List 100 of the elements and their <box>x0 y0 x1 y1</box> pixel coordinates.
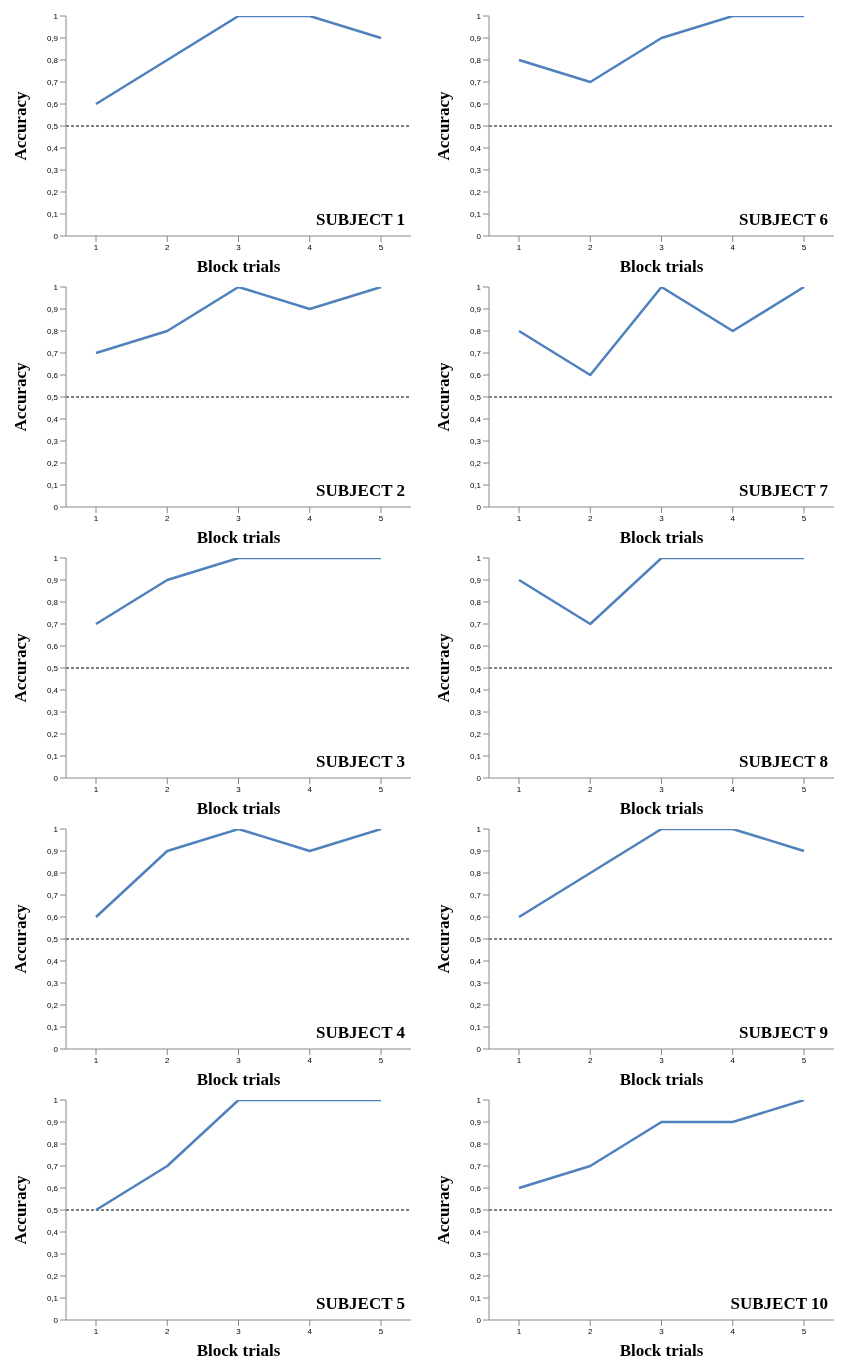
y-axis-title: Accuracy <box>434 904 454 974</box>
y-tick-label: 0,3 <box>46 707 59 717</box>
y-tick-label: 1 <box>53 553 59 563</box>
y-tick-label: 0 <box>53 1315 59 1325</box>
y-tick-label: 0,8 <box>469 597 482 607</box>
y-tick-label: 0,6 <box>469 641 482 651</box>
y-tick-label: 0,8 <box>46 1139 59 1149</box>
x-tick-label: 3 <box>236 242 242 252</box>
y-tick-label: 0,2 <box>46 729 59 739</box>
x-tick-label: 1 <box>516 513 522 523</box>
y-tick-label: 0,1 <box>469 480 482 490</box>
y-tick-label: 0 <box>476 502 482 512</box>
x-axis-title: Block trials <box>196 257 281 276</box>
y-tick-label: 0,4 <box>469 414 482 424</box>
y-tick-label: 1 <box>476 1095 482 1105</box>
x-tick-label: 4 <box>307 513 313 523</box>
y-tick-label: 0,9 <box>469 846 482 856</box>
y-tick-label: 0,2 <box>46 1000 59 1010</box>
x-tick-label: 3 <box>236 784 242 794</box>
y-axis-title: Accuracy <box>434 362 454 432</box>
y-tick-label: 0,7 <box>469 77 482 87</box>
y-tick-label: 0 <box>476 773 482 783</box>
y-tick-label: 0,5 <box>46 392 59 402</box>
x-axis-title: Block trials <box>196 799 281 818</box>
y-tick-label: 1 <box>53 282 59 292</box>
x-tick-label: 1 <box>93 513 99 523</box>
x-tick-label: 1 <box>516 242 522 252</box>
y-tick-label: 0,6 <box>469 99 482 109</box>
x-tick-label: 2 <box>588 513 594 523</box>
x-tick-label: 5 <box>378 1055 384 1065</box>
x-tick-label: 4 <box>730 1055 736 1065</box>
y-tick-label: 0,1 <box>469 751 482 761</box>
y-tick-label: 0,9 <box>469 33 482 43</box>
text: SUBJECT 5 <box>316 1294 405 1314</box>
y-tick-label: 0,7 <box>46 348 59 358</box>
x-tick-label: 4 <box>730 242 736 252</box>
x-tick-label: 2 <box>165 1055 171 1065</box>
x-tick-label: 2 <box>165 1326 171 1336</box>
y-tick-label: 0,5 <box>469 392 482 402</box>
y-tick-label: 0,8 <box>46 55 59 65</box>
y-tick-label: 0,2 <box>469 187 482 197</box>
x-tick-label: 3 <box>659 1326 665 1336</box>
y-tick-label: 0,7 <box>46 890 59 900</box>
y-tick-label: 0,2 <box>46 458 59 468</box>
x-tick-label: 5 <box>378 1326 384 1336</box>
x-tick-label: 4 <box>307 1326 313 1336</box>
x-tick-label: 3 <box>659 784 665 794</box>
x-tick-label: 5 <box>801 1326 807 1336</box>
y-tick-label: 0,2 <box>469 1000 482 1010</box>
y-tick-label: 0,7 <box>469 1161 482 1171</box>
text: SUBJECT 1 <box>316 210 405 230</box>
y-tick-label: 1 <box>476 282 482 292</box>
x-tick-label: 1 <box>516 1326 522 1336</box>
y-tick-label: 0,4 <box>469 1227 482 1237</box>
y-tick-label: 0,3 <box>46 1249 59 1259</box>
x-tick-label: 4 <box>307 242 313 252</box>
y-tick-label: 0,4 <box>46 1227 59 1237</box>
x-tick-label: 3 <box>659 242 665 252</box>
text: SUBJECT 3 <box>316 752 405 772</box>
y-axis-title: Accuracy <box>11 362 31 432</box>
y-tick-label: 0,8 <box>46 326 59 336</box>
x-tick-label: 3 <box>236 1055 242 1065</box>
y-tick-label: 0,5 <box>46 121 59 131</box>
y-tick-label: 0,6 <box>469 912 482 922</box>
y-tick-label: 0,5 <box>469 1205 482 1215</box>
text: SUBJECT 8 <box>739 752 828 772</box>
x-tick-label: 3 <box>236 513 242 523</box>
x-axis-title: Block trials <box>619 257 704 276</box>
x-axis-title: Block trials <box>619 1070 704 1089</box>
x-tick-label: 2 <box>165 513 171 523</box>
y-tick-label: 0 <box>53 502 59 512</box>
y-tick-label: 0,7 <box>46 619 59 629</box>
x-tick-label: 4 <box>730 1326 736 1336</box>
y-tick-label: 0,6 <box>46 1183 59 1193</box>
y-tick-label: 0,7 <box>469 890 482 900</box>
y-tick-label: 0,5 <box>469 934 482 944</box>
y-tick-label: 0,9 <box>46 33 59 43</box>
y-tick-label: 0,3 <box>469 436 482 446</box>
x-tick-label: 5 <box>378 242 384 252</box>
y-tick-label: 1 <box>53 1095 59 1105</box>
y-tick-label: 0,3 <box>46 978 59 988</box>
y-tick-label: 1 <box>476 824 482 834</box>
x-tick-label: 4 <box>730 784 736 794</box>
y-tick-label: 0 <box>476 1044 482 1054</box>
x-tick-label: 5 <box>378 784 384 794</box>
text: SUBJECT 7 <box>739 481 828 501</box>
y-tick-label: 0,7 <box>46 1161 59 1171</box>
y-tick-label: 0,9 <box>46 304 59 314</box>
y-tick-label: 0,8 <box>469 55 482 65</box>
y-tick-label: 1 <box>476 11 482 21</box>
x-tick-label: 3 <box>659 1055 665 1065</box>
y-tick-label: 0,6 <box>46 912 59 922</box>
x-tick-label: 5 <box>801 1055 807 1065</box>
y-tick-label: 0,5 <box>46 663 59 673</box>
y-tick-label: 0,7 <box>469 619 482 629</box>
x-axis-title: Block trials <box>619 1341 704 1359</box>
y-tick-label: 0 <box>53 1044 59 1054</box>
x-tick-label: 1 <box>93 784 99 794</box>
x-tick-label: 2 <box>165 784 171 794</box>
y-axis-title: Accuracy <box>434 633 454 703</box>
